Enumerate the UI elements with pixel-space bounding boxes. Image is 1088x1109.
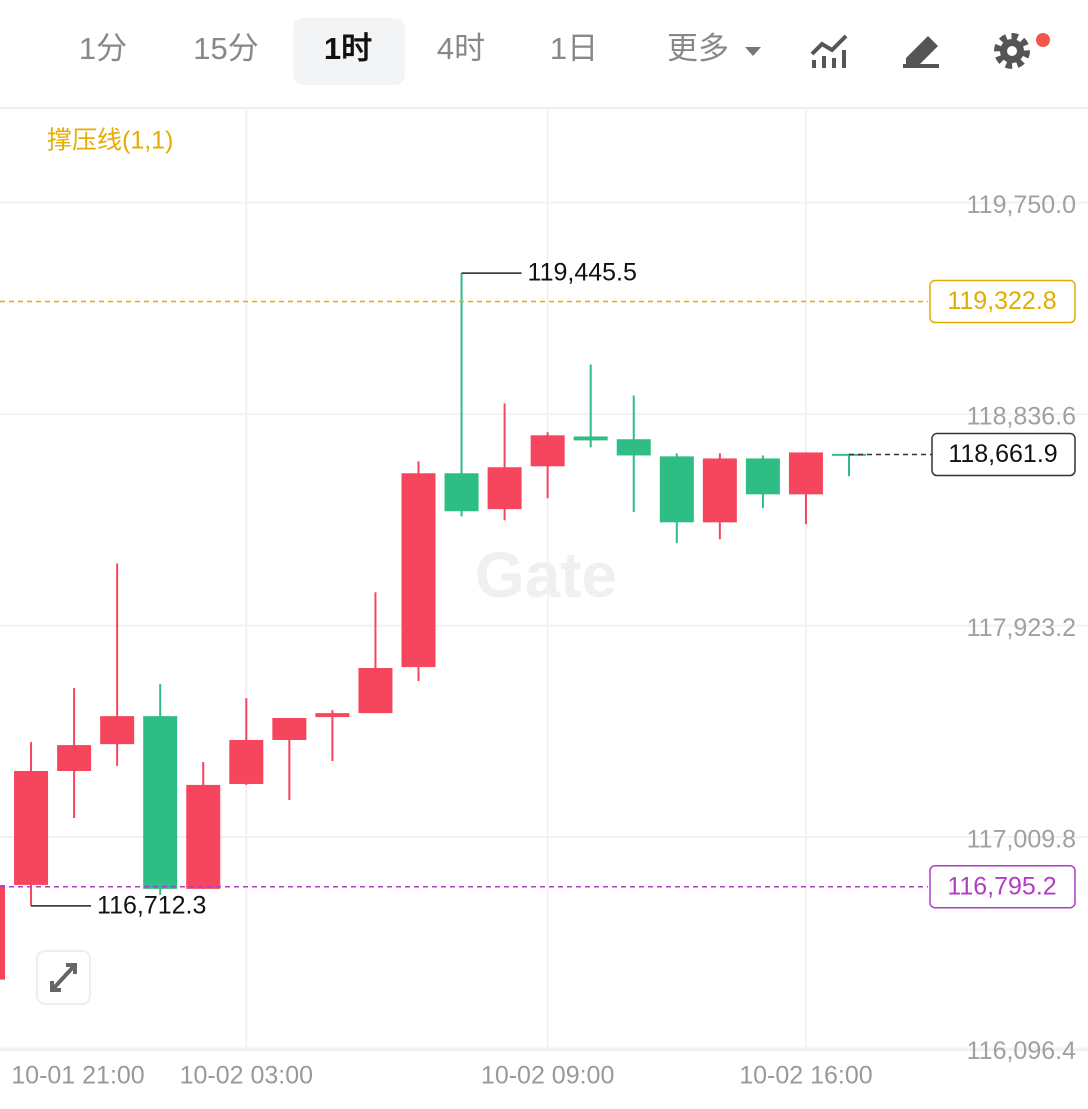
dropdown-arrow bbox=[745, 47, 761, 56]
notification-dot bbox=[1036, 33, 1050, 47]
icon-line bbox=[810, 34, 848, 56]
candle-body bbox=[315, 713, 350, 718]
expand-icon bbox=[50, 963, 77, 992]
y-tick-label: 119,750.0 bbox=[967, 191, 1076, 219]
x-tick-label: 10-02 09:00 bbox=[481, 1062, 614, 1090]
candle-body bbox=[57, 745, 92, 772]
candle-body bbox=[272, 717, 307, 740]
x-tick-label: 10-01 21:00 bbox=[11, 1062, 144, 1090]
candle-body bbox=[401, 473, 436, 668]
candle-body bbox=[100, 716, 135, 745]
plot bbox=[0, 110, 1088, 1050]
settings-icon[interactable] bbox=[994, 33, 1050, 69]
toolbar-tab[interactable]: 4时 bbox=[437, 31, 485, 66]
candle-body bbox=[487, 467, 522, 510]
y-tick-label: 117,009.8 bbox=[967, 826, 1076, 854]
annotation-label: 116,712.3 bbox=[97, 892, 206, 920]
price-label: 119,322.8 bbox=[947, 287, 1056, 315]
toolbar-tab[interactable]: 1时 bbox=[324, 31, 372, 66]
y-tick-label: 116,096.4 bbox=[967, 1037, 1076, 1065]
candle-body bbox=[616, 439, 651, 456]
candle-body bbox=[0, 884, 5, 980]
candle-body bbox=[788, 452, 823, 495]
price-label: 116,795.2 bbox=[947, 872, 1056, 900]
watermark: Gate bbox=[475, 539, 617, 611]
candle-body bbox=[358, 667, 393, 714]
toolbar-icons bbox=[810, 33, 1050, 69]
indicator-label: 撑压线(1,1) bbox=[47, 127, 173, 155]
toolbar-tab[interactable]: 1日 bbox=[550, 31, 598, 66]
price-box bbox=[929, 279, 1076, 324]
x-tick-label: 10-02 16:00 bbox=[739, 1062, 872, 1090]
icon-pencil bbox=[906, 36, 938, 68]
icon-base bbox=[903, 64, 939, 68]
price-box bbox=[931, 432, 1076, 477]
candle-body bbox=[444, 473, 479, 512]
active-tab-bg bbox=[293, 18, 405, 85]
y-tick-label: 118,836.6 bbox=[967, 403, 1076, 431]
candle-body bbox=[229, 739, 264, 784]
y-tick-label: 117,923.2 bbox=[967, 614, 1076, 642]
candle-body bbox=[14, 771, 49, 885]
price-box bbox=[929, 864, 1076, 909]
toolbar-tab[interactable]: 1分 bbox=[79, 31, 127, 66]
candle-body bbox=[573, 436, 608, 441]
candle-body bbox=[659, 456, 694, 523]
draw-icon[interactable] bbox=[903, 36, 939, 68]
last-price-label: 118,661.9 bbox=[948, 440, 1057, 468]
candle-body bbox=[143, 716, 178, 889]
toolbar-tab[interactable]: 15分 bbox=[193, 31, 258, 66]
candle-body bbox=[530, 435, 565, 467]
candle-body bbox=[702, 458, 737, 523]
indicator-icon[interactable] bbox=[810, 34, 848, 68]
toolbar-tab[interactable]: 更多 bbox=[667, 31, 729, 66]
x-tick-label: 10-02 03:00 bbox=[180, 1062, 313, 1090]
candle-body bbox=[186, 784, 221, 889]
candle-body bbox=[745, 458, 780, 495]
annotation-label: 119,445.5 bbox=[528, 259, 637, 287]
icon-gear-hole bbox=[1007, 46, 1017, 56]
expand-button[interactable] bbox=[36, 950, 91, 1005]
icon-gear-teeth bbox=[994, 33, 1030, 69]
